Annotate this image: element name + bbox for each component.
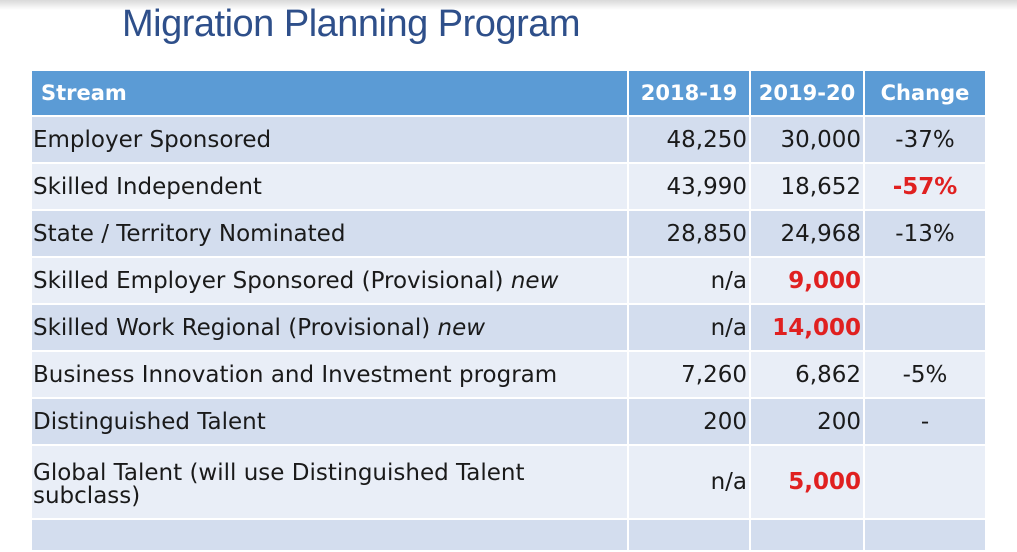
change-cell: -5% xyxy=(863,350,987,399)
value-2019-cell: 24,968 xyxy=(749,209,865,258)
value-2019-cell-highlight: 5,000 xyxy=(749,444,865,520)
table-row: Global Talent (will use Distinguished Ta… xyxy=(30,444,987,520)
change-cell xyxy=(863,518,987,552)
top-shade xyxy=(0,0,1017,10)
value-2018-cell: n/a xyxy=(627,444,751,520)
value-2019-cell-highlight: 14,000 xyxy=(749,303,865,352)
change-cell xyxy=(863,256,987,305)
table-row: Skilled Independent 43,990 18,652 -57% xyxy=(30,162,987,211)
table-row: State / Territory Nominated 28,850 24,96… xyxy=(30,209,987,258)
change-cell-highlight: -57% xyxy=(863,162,987,211)
value-2018-cell: 28,850 xyxy=(627,209,751,258)
stream-label: Skilled Employer Sponsored (Provisional) xyxy=(33,267,511,294)
change-cell: - xyxy=(863,397,987,446)
value-2018-cell: 7,260 xyxy=(627,350,751,399)
value-2018-cell: n/a xyxy=(627,256,751,305)
value-2018-cell: 200 xyxy=(627,397,751,446)
value-2018-cell xyxy=(627,518,751,552)
col-header-2018-19: 2018-19 xyxy=(627,69,751,117)
change-cell: -37% xyxy=(863,115,987,164)
value-2018-cell: 48,250 xyxy=(627,115,751,164)
change-cell: -13% xyxy=(863,209,987,258)
stream-cell: Business Innovation and Investment progr… xyxy=(30,350,629,399)
change-cell xyxy=(863,444,987,520)
value-2019-cell: 6,862 xyxy=(749,350,865,399)
migration-table: Stream 2018-19 2019-20 Change Employer S… xyxy=(30,69,987,552)
value-2018-cell: 43,990 xyxy=(627,162,751,211)
stream-cell: Distinguished Talent xyxy=(30,397,629,446)
col-header-change: Change xyxy=(863,69,987,117)
stream-cell: Skilled Independent xyxy=(30,162,629,211)
header-row: Stream 2018-19 2019-20 Change xyxy=(30,69,987,117)
table-row-empty xyxy=(30,518,987,552)
change-cell xyxy=(863,303,987,352)
stream-cell: Skilled Employer Sponsored (Provisional)… xyxy=(30,256,629,305)
value-2019-cell: 18,652 xyxy=(749,162,865,211)
new-tag: new xyxy=(510,267,559,294)
stream-cell: Skilled Work Regional (Provisional) new xyxy=(30,303,629,352)
table-row: Business Innovation and Investment progr… xyxy=(30,350,987,399)
stream-cell: State / Territory Nominated xyxy=(30,209,629,258)
col-header-2019-20: 2019-20 xyxy=(749,69,865,117)
new-tag: new xyxy=(437,314,486,341)
table-row: Skilled Work Regional (Provisional) new … xyxy=(30,303,987,352)
table-row: Skilled Employer Sponsored (Provisional)… xyxy=(30,256,987,305)
value-2019-cell xyxy=(749,518,865,552)
value-2019-cell: 200 xyxy=(749,397,865,446)
stream-cell: Employer Sponsored xyxy=(30,115,629,164)
stream-cell xyxy=(30,518,629,552)
value-2018-cell: n/a xyxy=(627,303,751,352)
stream-cell: Global Talent (will use Distinguished Ta… xyxy=(30,444,629,520)
page-title: Migration Planning Program xyxy=(122,3,581,45)
value-2019-cell-highlight: 9,000 xyxy=(749,256,865,305)
table-row: Employer Sponsored 48,250 30,000 -37% xyxy=(30,115,987,164)
value-2019-cell: 30,000 xyxy=(749,115,865,164)
table-row: Distinguished Talent 200 200 - xyxy=(30,397,987,446)
stream-label: Skilled Work Regional (Provisional) xyxy=(33,314,438,341)
col-header-stream: Stream xyxy=(30,69,629,117)
